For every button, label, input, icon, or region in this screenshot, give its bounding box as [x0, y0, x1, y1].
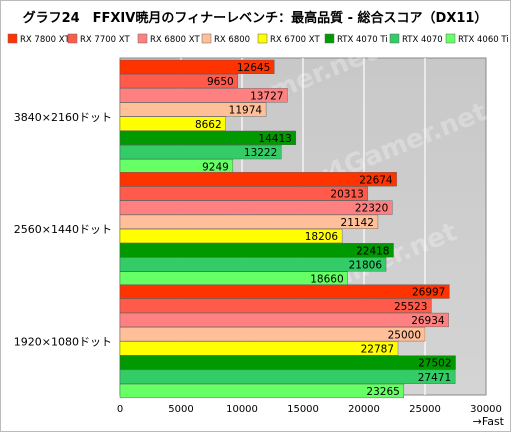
legend-label: RTX 4070 Ti [337, 35, 388, 45]
bar [119, 200, 393, 215]
bar-value-label: 14413 [258, 133, 291, 145]
x-tick-label: 0 [117, 404, 123, 415]
legend-label: RX 6700 XT [270, 35, 320, 45]
legend-label: RTX 4070 [402, 35, 443, 45]
bar [119, 228, 343, 244]
bar-value-label: 25000 [388, 329, 421, 341]
bar-value-label: 22418 [356, 245, 389, 257]
x-tick-label: 20000 [348, 404, 380, 415]
bar [119, 284, 450, 299]
bar [119, 214, 379, 229]
bar [119, 257, 387, 272]
legend-label: RTX 4060 Ti [458, 35, 509, 45]
category-label: 1920×1080ドット [14, 335, 112, 348]
bar-value-label: 25523 [394, 301, 427, 313]
x-tick-label: 15000 [287, 404, 319, 415]
legend-label: RX 6800 [214, 35, 250, 45]
bar [119, 312, 449, 328]
bar [119, 172, 397, 187]
bar [119, 59, 275, 75]
legend-swatch [7, 33, 18, 44]
legend-swatch [67, 33, 78, 44]
category-label: 2560×1440ドット [14, 223, 112, 236]
legend-swatch [137, 33, 148, 44]
bar-value-label: 9249 [202, 161, 229, 173]
x-tick-label: 5000 [168, 404, 193, 415]
category-labels: 3840×2160ドット 2560×1440ドット 1920×1080ドット [14, 111, 112, 349]
bar [119, 186, 369, 201]
bar-value-label: 12645 [237, 62, 270, 74]
bar-value-label: 26997 [412, 287, 445, 299]
bar [119, 327, 426, 342]
bar-value-label: 26934 [411, 315, 445, 327]
bar-value-label: 22674 [359, 174, 393, 186]
legend-label: RX 6800 XT [150, 35, 200, 45]
bar [119, 144, 282, 160]
chart-title: グラフ24 FFXIV暁月のフィナーレベンチ：最高品質 - 総合スコア（DX11… [23, 10, 488, 26]
bar-value-label: 18660 [310, 274, 343, 286]
bar-value-label: 21142 [341, 217, 374, 229]
legend-swatch [445, 33, 456, 44]
bar-value-label: 22320 [355, 203, 388, 215]
x-tick-label: 30000 [470, 404, 502, 415]
bar-value-label: 11974 [229, 105, 263, 117]
bar-value-label: 22787 [361, 343, 394, 355]
bar-value-label: 9650 [207, 76, 234, 88]
legend-swatch [389, 33, 400, 44]
bar [119, 88, 288, 103]
x-tick-labels: 0 5000 10000 15000 20000 25000 30000 [117, 404, 502, 415]
bar-value-label: 27471 [418, 372, 451, 384]
legend: RX 7800 XT RX 7700 XT RX 6800 XT RX 6800 RX … [7, 33, 509, 45]
bar [119, 341, 399, 356]
x-tick-label: 25000 [409, 404, 441, 415]
bar-value-label: 8662 [195, 119, 222, 131]
bar-value-label: 13727 [250, 90, 283, 102]
legend-label: RX 7800 XT [20, 35, 70, 45]
bar-value-label: 27502 [418, 358, 451, 370]
bar [119, 102, 267, 117]
legend-label: RX 7700 XT [80, 35, 130, 45]
x-axis-label: →Fast [473, 415, 505, 428]
bar-value-label: 18206 [305, 231, 339, 243]
bar [119, 73, 238, 89]
category-label: 3840×2160ドット [14, 111, 112, 124]
bar [119, 243, 394, 258]
bar [119, 355, 456, 370]
legend-swatch [324, 33, 335, 44]
x-tick-label: 10000 [226, 404, 258, 415]
bar [119, 116, 226, 131]
bar [119, 298, 432, 313]
bar [119, 369, 456, 384]
bar [119, 383, 405, 399]
bar-value-label: 21806 [349, 260, 383, 272]
bar-value-label: 23265 [366, 386, 399, 398]
legend-swatch [257, 33, 268, 44]
bar-value-label: 13222 [244, 147, 277, 159]
bar [119, 130, 297, 146]
bar-value-label: 20313 [330, 189, 363, 201]
legend-swatch [201, 33, 212, 44]
